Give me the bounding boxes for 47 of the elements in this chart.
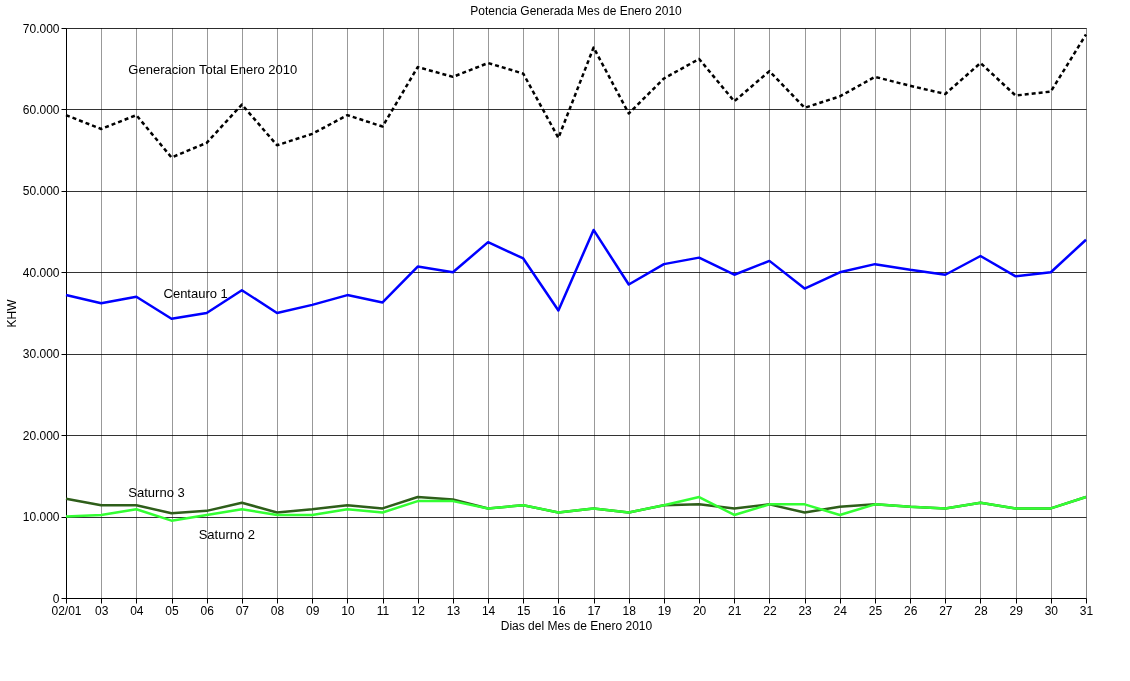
x-tick-label: 21 [728,603,742,618]
x-tick-label: 04 [130,603,144,618]
y-tick-label: 20.000 [22,428,60,443]
x-tick-label: 02/01 [51,603,82,618]
x-tick-label: 20 [692,603,707,618]
series-label: Saturno 2 [198,526,256,542]
x-tick-label: 27 [939,603,953,618]
x-tick-label: 29 [1009,603,1024,618]
x-tick-label: 11 [376,603,390,618]
x-tick-label: 13 [446,603,461,618]
x-tick-label: 18 [622,603,637,618]
x-tick-label: 31 [1079,603,1094,618]
x-tick-label: 14 [481,603,496,618]
x-tick-label: 19 [657,603,672,618]
y-tick-label: 10.000 [22,510,60,525]
x-tick-label: 24 [833,603,848,618]
x-tick-label: 30 [1044,603,1059,618]
x-axis-title: Dias del Mes de Enero 2010 [500,618,653,633]
y-tick-label: 30.000 [22,347,60,362]
x-tick-label: 25 [868,603,883,618]
line-series [64,495,1088,522]
x-tick-label: 03 [94,603,109,618]
series-label: Centauro 1 [163,285,228,301]
x-tick-label: 09 [306,603,320,618]
x-tick-label: 07 [235,603,250,618]
y-tick-label: 60.000 [22,102,60,117]
y-axis-title: KHW [4,298,19,328]
x-tick-label: 05 [165,603,180,618]
y-tick-label: 0 [52,591,60,606]
x-tick-label: 06 [200,603,215,618]
series-label: Saturno 3 [128,485,185,501]
x-tick-label: 16 [552,603,566,618]
x-tick-label: 17 [587,603,602,618]
y-tick-label: 70.000 [22,21,60,36]
x-tick-label: 10 [341,603,355,618]
x-tick-label: 22 [763,603,777,618]
x-tick-label: 23 [798,603,813,618]
x-tick-label: 15 [517,603,531,618]
x-tick-label: 26 [903,603,918,618]
x-tick-label: 08 [270,603,285,618]
line-series [64,228,1088,320]
x-tick-label: 28 [974,603,988,618]
text: Generacion Total Enero 2010 [128,62,298,78]
x-tick-label: 12 [411,603,426,618]
chart-title: Potencia Generada Mes de Enero 2010 [470,4,683,18]
y-tick-label: 50.000 [22,184,60,199]
y-tick-label: 40.000 [22,265,60,280]
